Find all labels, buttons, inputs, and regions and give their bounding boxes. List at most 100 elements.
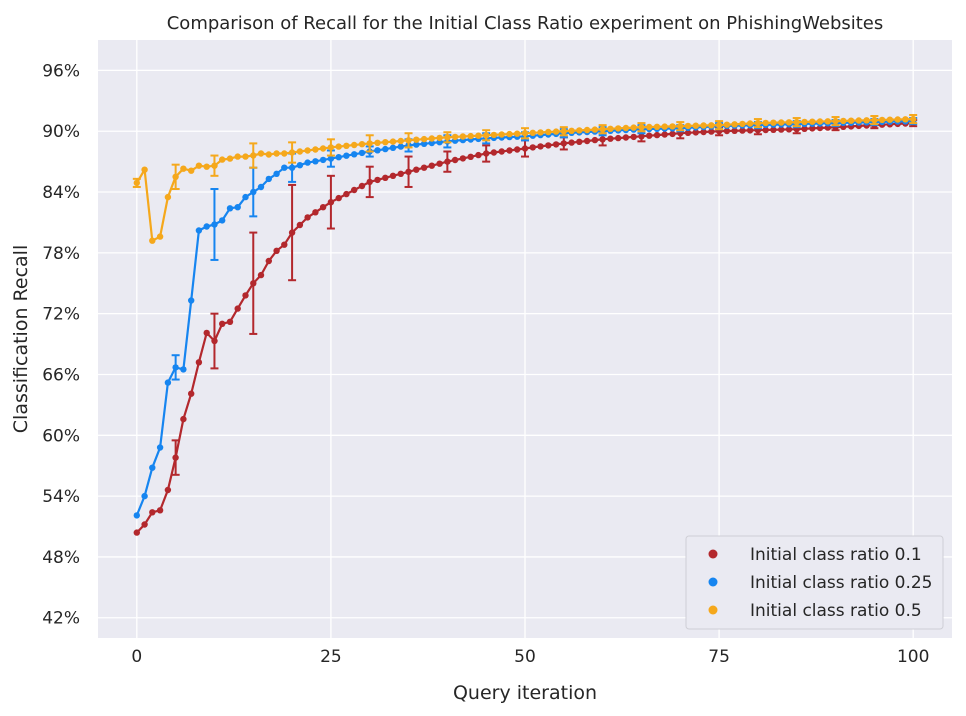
y-tick-label: 66% — [42, 365, 80, 385]
data-point — [723, 121, 731, 128]
y-tick-label: 90% — [42, 122, 80, 142]
data-point — [319, 145, 327, 152]
data-point — [172, 173, 179, 180]
data-point — [234, 153, 241, 160]
data-point — [770, 126, 777, 133]
data-point — [366, 178, 373, 186]
data-point — [156, 507, 164, 514]
data-point — [265, 257, 272, 265]
series-1 — [133, 119, 918, 536]
data-point — [560, 140, 567, 147]
data-point — [335, 194, 342, 202]
y-tick-label: 42% — [42, 609, 80, 629]
y-tick-label: 78% — [42, 244, 80, 264]
data-point — [296, 162, 304, 169]
y-axis-label: Classification Recall — [10, 245, 32, 433]
data-point — [382, 174, 389, 181]
data-point — [304, 159, 311, 166]
data-point — [801, 118, 808, 126]
data-point — [902, 116, 909, 123]
data-point — [226, 318, 234, 325]
data-point — [327, 144, 335, 151]
data-point — [273, 170, 280, 177]
data-point — [576, 138, 583, 145]
data-point — [358, 141, 366, 148]
data-point — [211, 221, 218, 228]
data-point — [304, 147, 311, 154]
data-point — [319, 156, 327, 164]
data-point — [203, 329, 210, 337]
data-point — [615, 125, 622, 132]
data-point — [413, 141, 420, 148]
data-point — [731, 127, 738, 134]
data-point — [459, 133, 467, 140]
chart-title: Comparison of Recall for the Initial Cla… — [167, 13, 884, 34]
x-tick-label: 75 — [708, 647, 730, 667]
data-point — [459, 155, 467, 162]
data-point — [739, 127, 746, 134]
data-point — [312, 146, 319, 153]
data-point — [552, 128, 560, 135]
data-point — [583, 137, 591, 145]
data-point — [133, 512, 140, 519]
data-point — [475, 132, 482, 139]
x-tick-label: 0 — [131, 647, 142, 667]
data-point — [723, 127, 731, 135]
data-point — [358, 182, 366, 190]
data-point — [242, 292, 249, 299]
data-point — [731, 121, 738, 128]
data-point — [521, 130, 529, 137]
data-point — [211, 337, 218, 345]
data-point — [506, 130, 513, 138]
legend-label: Initial class ratio 0.1 — [750, 545, 922, 565]
data-point — [265, 175, 272, 183]
data-point — [327, 155, 335, 162]
data-point — [397, 137, 404, 145]
data-point — [739, 120, 746, 128]
data-point — [257, 183, 265, 191]
data-point — [358, 149, 366, 157]
data-point — [343, 152, 350, 159]
data-point — [180, 165, 187, 172]
data-point — [343, 190, 350, 198]
data-point — [219, 320, 226, 327]
data-point — [389, 172, 397, 179]
data-point — [630, 133, 637, 141]
data-point — [498, 131, 505, 138]
legend-marker — [708, 577, 718, 587]
data-point — [622, 134, 630, 141]
data-point — [382, 139, 389, 146]
data-point — [366, 140, 373, 147]
data-point — [816, 124, 824, 132]
data-point — [451, 156, 459, 164]
y-tick-label: 84% — [42, 183, 80, 203]
data-point — [195, 359, 203, 366]
data-point — [420, 164, 428, 171]
data-point — [219, 217, 226, 224]
data-point — [715, 121, 723, 129]
data-point — [847, 117, 855, 124]
data-point — [708, 128, 715, 135]
data-point — [343, 142, 350, 149]
data-point — [156, 444, 164, 451]
data-point — [700, 128, 707, 136]
data-point — [615, 134, 622, 142]
data-point — [809, 125, 816, 132]
data-point — [374, 176, 381, 184]
data-point — [840, 117, 847, 125]
data-point — [296, 221, 304, 229]
data-point — [141, 166, 148, 173]
data-point — [778, 126, 785, 133]
data-point — [746, 120, 754, 127]
data-point — [188, 390, 195, 397]
data-point — [746, 127, 754, 134]
data-point — [638, 133, 645, 140]
data-point — [545, 128, 552, 136]
series-layer — [132, 114, 918, 536]
data-point — [521, 145, 529, 152]
x-tick-label: 100 — [897, 647, 929, 667]
data-point — [583, 126, 591, 134]
data-point — [312, 158, 319, 165]
data-point — [677, 123, 684, 130]
data-point — [514, 130, 521, 137]
